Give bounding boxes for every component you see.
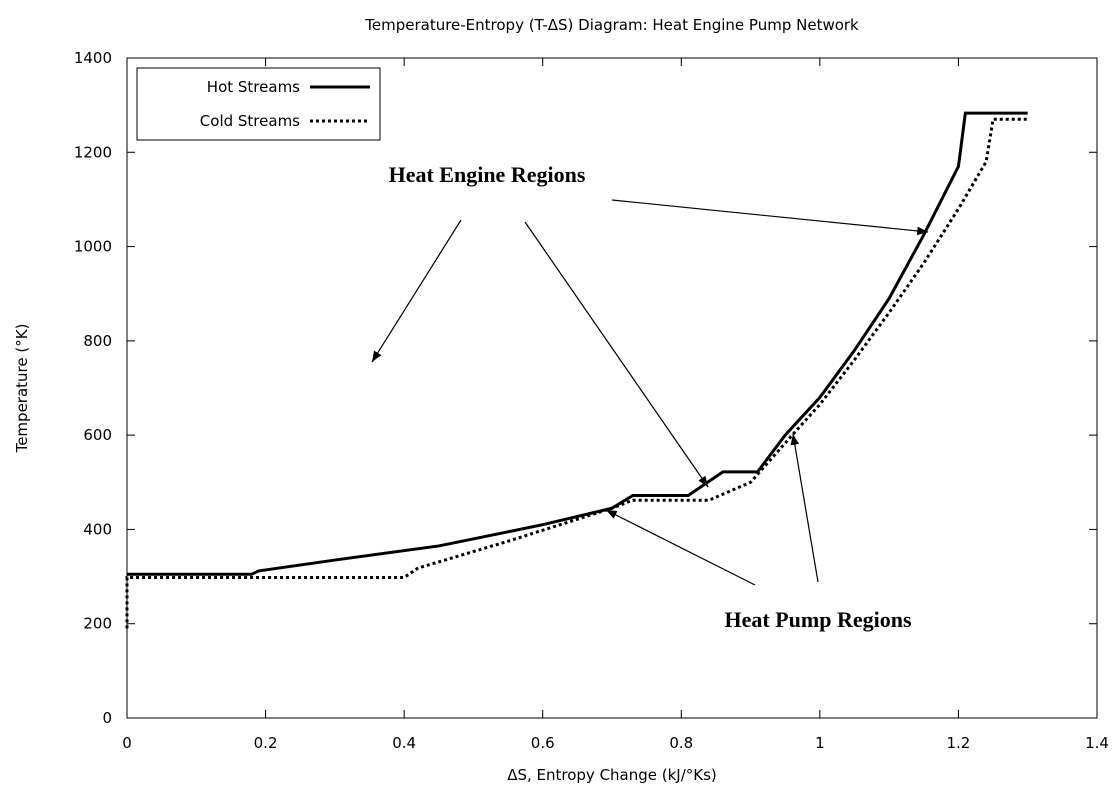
x-tick-label: 0.2: [254, 734, 278, 752]
arrow: [611, 199, 929, 236]
y-axis-label: Temperature (°K): [13, 324, 31, 454]
y-tick-label: 600: [83, 426, 112, 444]
x-tick-label: 0: [122, 734, 132, 752]
x-axis-label: ΔS, Entropy Change (kJ/°Ks): [507, 766, 717, 784]
x-tick-label: 1.4: [1085, 734, 1109, 752]
arrow: [371, 219, 462, 363]
y-tick-label: 800: [83, 332, 112, 350]
y-tick-label: 0: [102, 709, 112, 727]
annotation: Heat Pump Regions: [725, 607, 912, 632]
x-tick-label: 0.6: [531, 734, 555, 752]
annotation-arrows: [371, 199, 929, 586]
legend-label: Cold Streams: [200, 112, 300, 130]
arrow: [524, 221, 709, 488]
legend-box: [136, 67, 381, 141]
y-tick-label: 200: [83, 615, 112, 633]
y-tick-label: 400: [83, 520, 112, 538]
y-tick-label: 1000: [74, 238, 112, 256]
x-tick-label: 0.4: [392, 734, 416, 752]
plot-frame: [126, 57, 1098, 719]
chart-title: Temperature-Entropy (T-ΔS) Diagram: Heat…: [364, 16, 859, 34]
x-tick-label: 1.2: [946, 734, 970, 752]
series-line: [125, 117, 1028, 629]
y-tick-label: 1400: [74, 49, 112, 67]
legend-label: Hot Streams: [207, 78, 300, 96]
x-tick-label: 0.8: [669, 734, 693, 752]
series-line: [127, 111, 1028, 576]
y-tick-label: 1200: [74, 143, 112, 161]
arrow: [790, 433, 819, 583]
x-tick-label: 1: [815, 734, 825, 752]
arrow: [605, 509, 756, 586]
annotation: Heat Engine Regions: [389, 162, 586, 187]
